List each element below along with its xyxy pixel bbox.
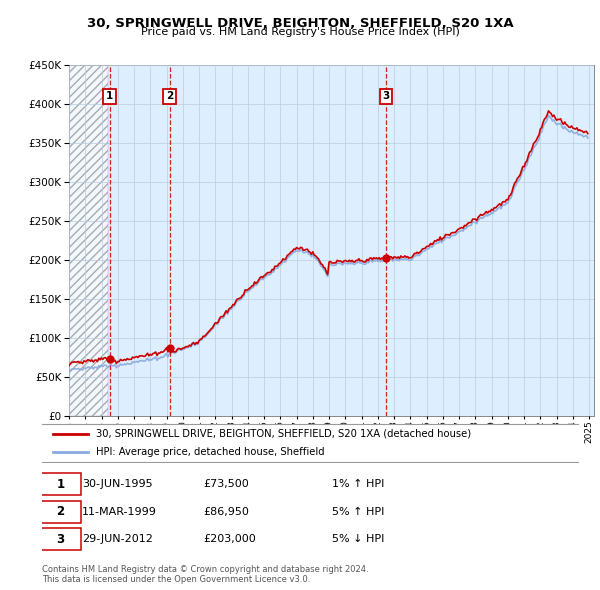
Text: 2: 2 — [56, 505, 64, 519]
FancyBboxPatch shape — [40, 473, 81, 496]
FancyBboxPatch shape — [40, 501, 81, 523]
Text: £86,950: £86,950 — [203, 507, 249, 517]
Text: 3: 3 — [382, 91, 389, 101]
FancyBboxPatch shape — [40, 528, 81, 550]
Text: 30, SPRINGWELL DRIVE, BEIGHTON, SHEFFIELD, S20 1XA: 30, SPRINGWELL DRIVE, BEIGHTON, SHEFFIEL… — [86, 17, 514, 30]
Text: £203,000: £203,000 — [203, 535, 256, 544]
Text: 2: 2 — [166, 91, 173, 101]
Bar — [69, 65, 108, 416]
Text: 3: 3 — [56, 533, 64, 546]
Text: 11-MAR-1999: 11-MAR-1999 — [82, 507, 157, 517]
Text: This data is licensed under the Open Government Licence v3.0.: This data is licensed under the Open Gov… — [42, 575, 310, 584]
Text: 5% ↑ HPI: 5% ↑ HPI — [332, 507, 385, 517]
Text: 5% ↓ HPI: 5% ↓ HPI — [332, 535, 385, 544]
Text: 1: 1 — [106, 91, 113, 101]
Text: Contains HM Land Registry data © Crown copyright and database right 2024.: Contains HM Land Registry data © Crown c… — [42, 565, 368, 574]
Text: 30, SPRINGWELL DRIVE, BEIGHTON, SHEFFIELD, S20 1XA (detached house): 30, SPRINGWELL DRIVE, BEIGHTON, SHEFFIEL… — [96, 429, 471, 439]
Bar — [69, 65, 108, 416]
Text: £73,500: £73,500 — [203, 480, 249, 489]
Text: Price paid vs. HM Land Registry's House Price Index (HPI): Price paid vs. HM Land Registry's House … — [140, 27, 460, 37]
Text: 29-JUN-2012: 29-JUN-2012 — [82, 535, 153, 544]
Text: 30-JUN-1995: 30-JUN-1995 — [82, 480, 153, 489]
FancyBboxPatch shape — [40, 424, 581, 462]
Text: 1: 1 — [56, 478, 64, 491]
Text: HPI: Average price, detached house, Sheffield: HPI: Average price, detached house, Shef… — [96, 447, 325, 457]
Text: 1% ↑ HPI: 1% ↑ HPI — [332, 480, 385, 489]
